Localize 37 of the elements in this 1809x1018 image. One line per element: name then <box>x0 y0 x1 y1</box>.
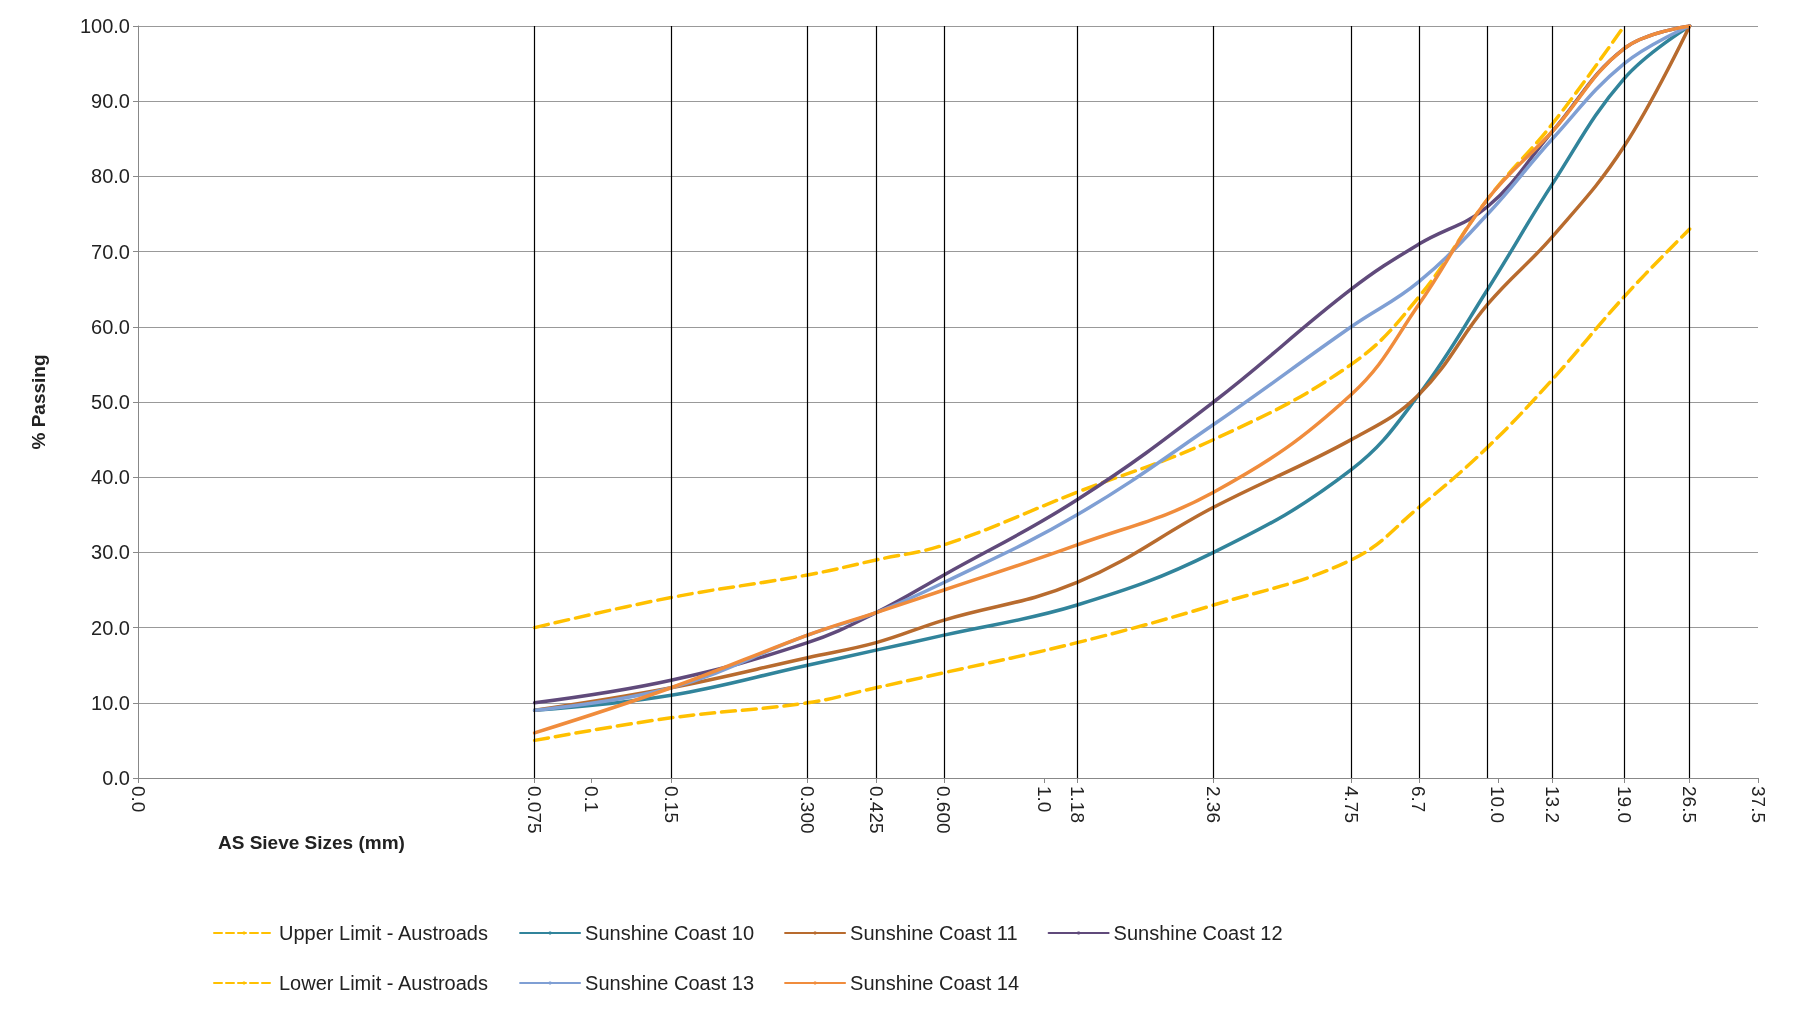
y-tick-label: 100.0 <box>79 15 130 37</box>
x-tick-label: 1.0 <box>1034 786 1056 813</box>
y-tick-label: 60.0 <box>91 315 130 338</box>
x-tick-label: 10.0 <box>1487 786 1509 823</box>
legend-label: Lower Limit - Austroads <box>279 972 488 994</box>
x-tick-label: 0.1 <box>580 786 602 813</box>
y-tick-label: 50.0 <box>91 391 130 413</box>
x-tick-label: 13.2 <box>1541 786 1563 823</box>
legend-label: Sunshine Coast 10 <box>585 922 755 944</box>
y-tick-label: 80.0 <box>91 165 130 188</box>
legend-label: Sunshine Coast 14 <box>850 972 1020 994</box>
x-tick-label: 0.0 <box>127 786 149 813</box>
x-tick-label: 0.600 <box>933 786 955 834</box>
legend-label: Upper Limit - Austroads <box>279 922 488 944</box>
x-tick-label: 26.5 <box>1679 786 1701 823</box>
x-tick-label: 0.300 <box>797 786 819 834</box>
x-tick-label: 0.075 <box>524 786 546 834</box>
y-tick-label: 10.0 <box>91 691 130 714</box>
x-tick-label: 19.0 <box>1613 786 1635 823</box>
y-tick-label: 30.0 <box>91 541 130 564</box>
x-tick-label: 37.5 <box>1747 786 1769 823</box>
y-tick-label: 40.0 <box>91 466 130 489</box>
y-axis-title: % Passing <box>28 354 49 450</box>
y-tick-label: 0.0 <box>102 767 130 789</box>
x-tick-label: 2.36 <box>1203 786 1225 823</box>
x-tick-label: 6.7 <box>1408 786 1430 813</box>
legend-label: Sunshine Coast 13 <box>585 972 755 994</box>
x-tick-label: 1.18 <box>1066 786 1088 823</box>
legend-label: Sunshine Coast 11 <box>850 922 1018 944</box>
y-tick-label: 20.0 <box>91 616 130 639</box>
x-tick-label: 0.425 <box>865 786 887 834</box>
x-axis-title: AS Sieve Sizes (mm) <box>218 832 405 853</box>
x-tick-label: 0.15 <box>660 786 682 823</box>
legend-label: Sunshine Coast 12 <box>1113 922 1283 944</box>
x-tick-label: 4.75 <box>1340 786 1362 823</box>
y-tick-label: 70.0 <box>91 240 130 263</box>
y-tick-label: 90.0 <box>91 90 130 113</box>
